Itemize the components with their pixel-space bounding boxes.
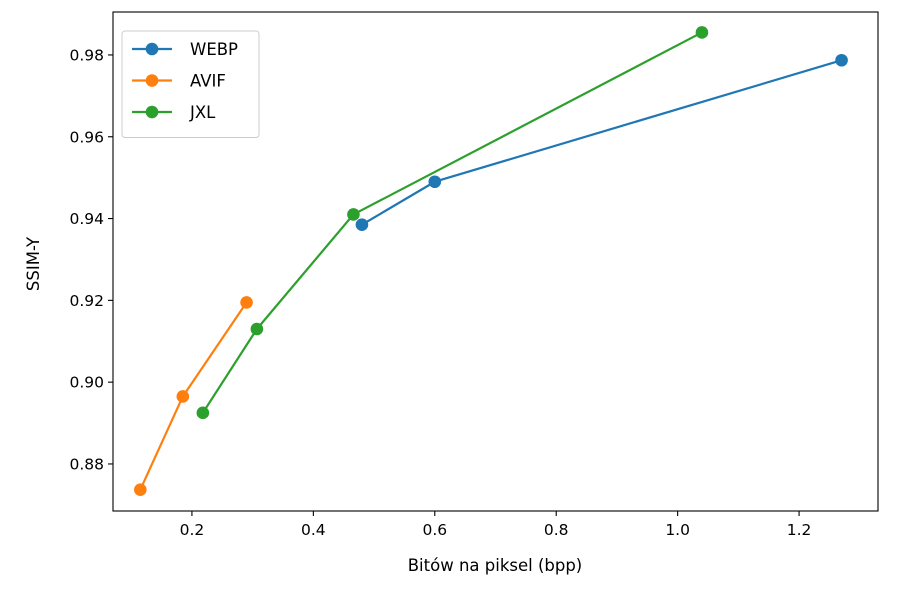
data-point-webp: [428, 175, 442, 189]
data-point-jxl: [347, 208, 360, 221]
data-point-jxl: [250, 322, 264, 336]
x-axis-label: Bitów na piksel (bpp): [408, 556, 583, 575]
plot-area: [134, 26, 848, 497]
x-tick-label: 0.6: [422, 521, 447, 539]
data-point-avif: [240, 296, 253, 309]
legend-marker-avif: [145, 74, 159, 87]
x-tick-label: 1.0: [665, 521, 690, 539]
data-point-jxl: [196, 406, 210, 420]
y-tick-label: 0.98: [69, 46, 104, 64]
x-tick-label: 1.2: [787, 521, 812, 539]
axes: 0.2 0.4 0.6 0.8 1.0 1.2 0.88 0.90 0.92 0.94 0.96 0.…: [69, 11, 879, 539]
legend-label-avif: AVIF: [190, 72, 226, 91]
y-tick-label: 0.94: [69, 210, 104, 228]
y-axis-label: SSIM-Y: [24, 236, 43, 291]
y-tick-label: 0.88: [69, 455, 104, 473]
legend-label-jxl: JXL: [189, 103, 216, 122]
legend-marker-webp: [145, 42, 159, 56]
axes-frame: [112, 11, 879, 512]
x-tick-label: 0.2: [180, 521, 205, 539]
data-point-webp: [355, 218, 369, 231]
data-point-jxl: [695, 26, 709, 39]
x-tick-label: 0.4: [301, 521, 326, 539]
data-point-webp: [835, 53, 848, 67]
x-tick-label: 0.8: [544, 521, 569, 539]
legend-marker-jxl: [145, 105, 159, 119]
y-tick-label: 0.96: [69, 128, 104, 146]
y-tick-label: 0.92: [69, 292, 104, 310]
series-line-jxl: [201, 30, 704, 415]
y-tick-label: 0.90: [69, 374, 104, 392]
legend-label-webp: WEBP: [190, 40, 238, 59]
data-point-avif: [176, 390, 190, 403]
data-point-avif: [134, 483, 147, 497]
legend: WEBP AVIF JXL: [121, 30, 260, 138]
